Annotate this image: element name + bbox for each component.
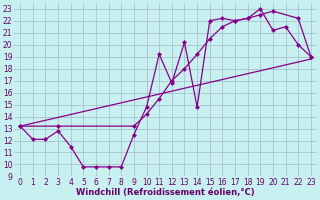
X-axis label: Windchill (Refroidissement éolien,°C): Windchill (Refroidissement éolien,°C): [76, 188, 255, 197]
